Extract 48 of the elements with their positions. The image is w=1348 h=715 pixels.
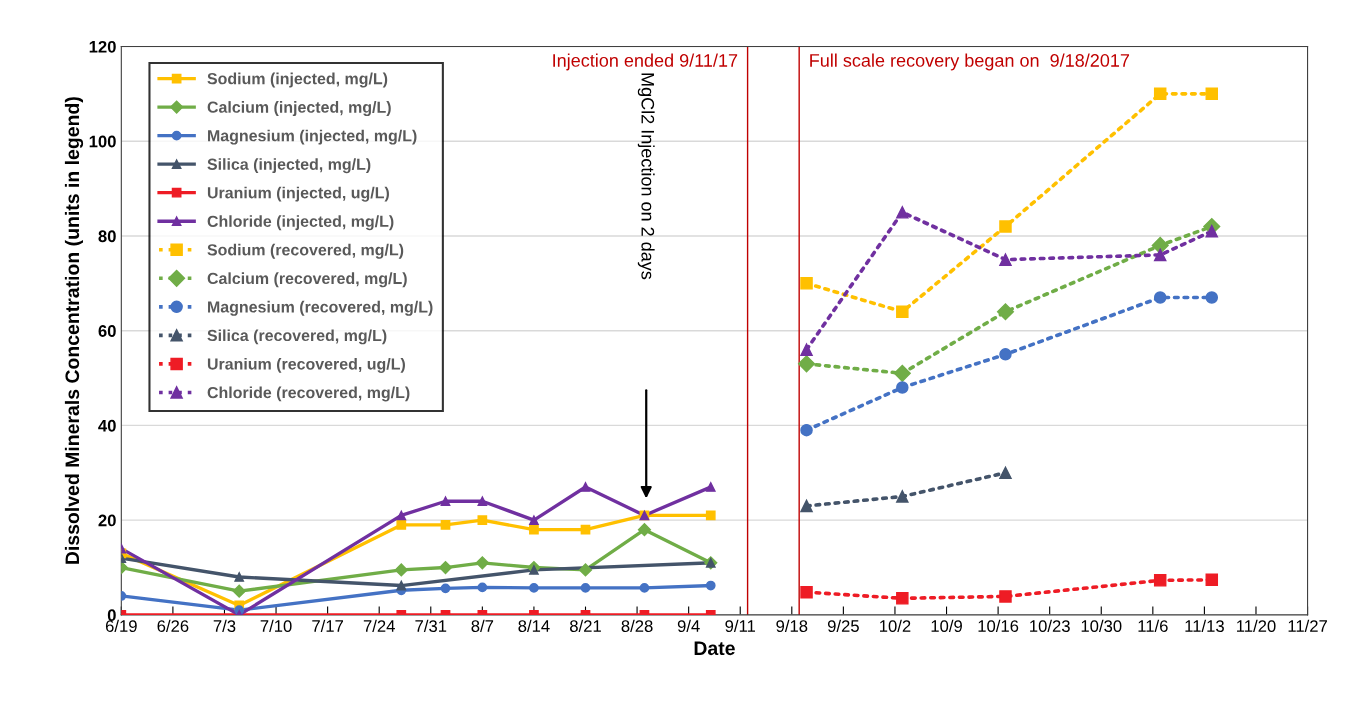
legend-label: Sodium (recovered, mg/L) (207, 243, 404, 259)
legend-label: Calcium (injected, mg/L) (207, 101, 391, 117)
ref-line-label: Injection ended 9/11/17 (553, 53, 738, 71)
x-tick-label: 9/11 (725, 619, 756, 632)
x-tick-label: 11/13 (1185, 619, 1224, 632)
x-tick-label: 6/26 (157, 619, 189, 632)
annotation: MgCl2 Injection on 2 days (637, 73, 655, 280)
y-tick-label: 100 (89, 135, 116, 148)
y-tick-label: 80 (98, 230, 116, 243)
x-tick-label: 7/10 (260, 619, 292, 632)
x-tick-label: 10/23 (1030, 619, 1070, 632)
x-tick-label: 9/4 (677, 619, 700, 632)
legend-label: Chloride (injected, mg/L) (207, 215, 394, 231)
legend-label: Uranium (injected, ug/L) (207, 186, 389, 202)
legend-label: Chloride (recovered, mg/L) (207, 386, 410, 402)
x-tick-label: 10/2 (880, 619, 911, 632)
x-tick-label: 10/30 (1081, 619, 1122, 632)
x-tick-label: 10/16 (978, 619, 1019, 632)
legend-label: Calcium (recovered, mg/L) (207, 272, 407, 288)
x-tick-label: 7/3 (213, 619, 236, 632)
x-tick-label: 8/21 (570, 619, 601, 632)
y-tick-label: 40 (98, 419, 116, 432)
y-tick-label: 60 (98, 325, 116, 337)
x-axis-title: Date (694, 641, 735, 656)
y-tick-label: 20 (98, 514, 116, 527)
y-axis-title: Dissolved Minerals Concentration (units in legend) (64, 97, 84, 564)
x-tick-label: 8/7 (471, 619, 494, 632)
x-tick-label: 9/25 (827, 619, 859, 632)
y-tick-label: 0 (107, 609, 116, 622)
x-tick-label: 6/19 (105, 619, 137, 632)
x-tick-label: 7/24 (363, 619, 395, 632)
ref-line-label: Full scale recovery began on 9/18/2017 (810, 53, 1130, 71)
legend-label: Silica (recovered, mg/L) (207, 329, 387, 345)
x-tick-label: 11/20 (1237, 619, 1276, 632)
x-tick-label: 7/31 (415, 619, 447, 632)
y-tick-label: 120 (89, 40, 116, 53)
x-tick-label: 11/27 (1288, 619, 1327, 632)
legend-label: Silica (injected, mg/L) (207, 158, 371, 174)
x-tick-label: 9/18 (776, 619, 808, 632)
legend-label: Magnesium (injected, mg/L) (208, 129, 417, 145)
legend-label: Magnesium (recovered, mg/L) (208, 300, 433, 316)
x-tick-label: 10/9 (931, 619, 962, 632)
x-tick-label: 8/14 (518, 619, 550, 632)
x-tick-label: 11/6 (1138, 619, 1168, 632)
legend-label: Sodium (injected, mg/L) (207, 72, 388, 88)
x-tick-label: 8/28 (621, 619, 653, 632)
legend-label: Uranium (recovered, ug/L) (207, 357, 405, 373)
x-tick-label: 7/17 (312, 619, 344, 632)
